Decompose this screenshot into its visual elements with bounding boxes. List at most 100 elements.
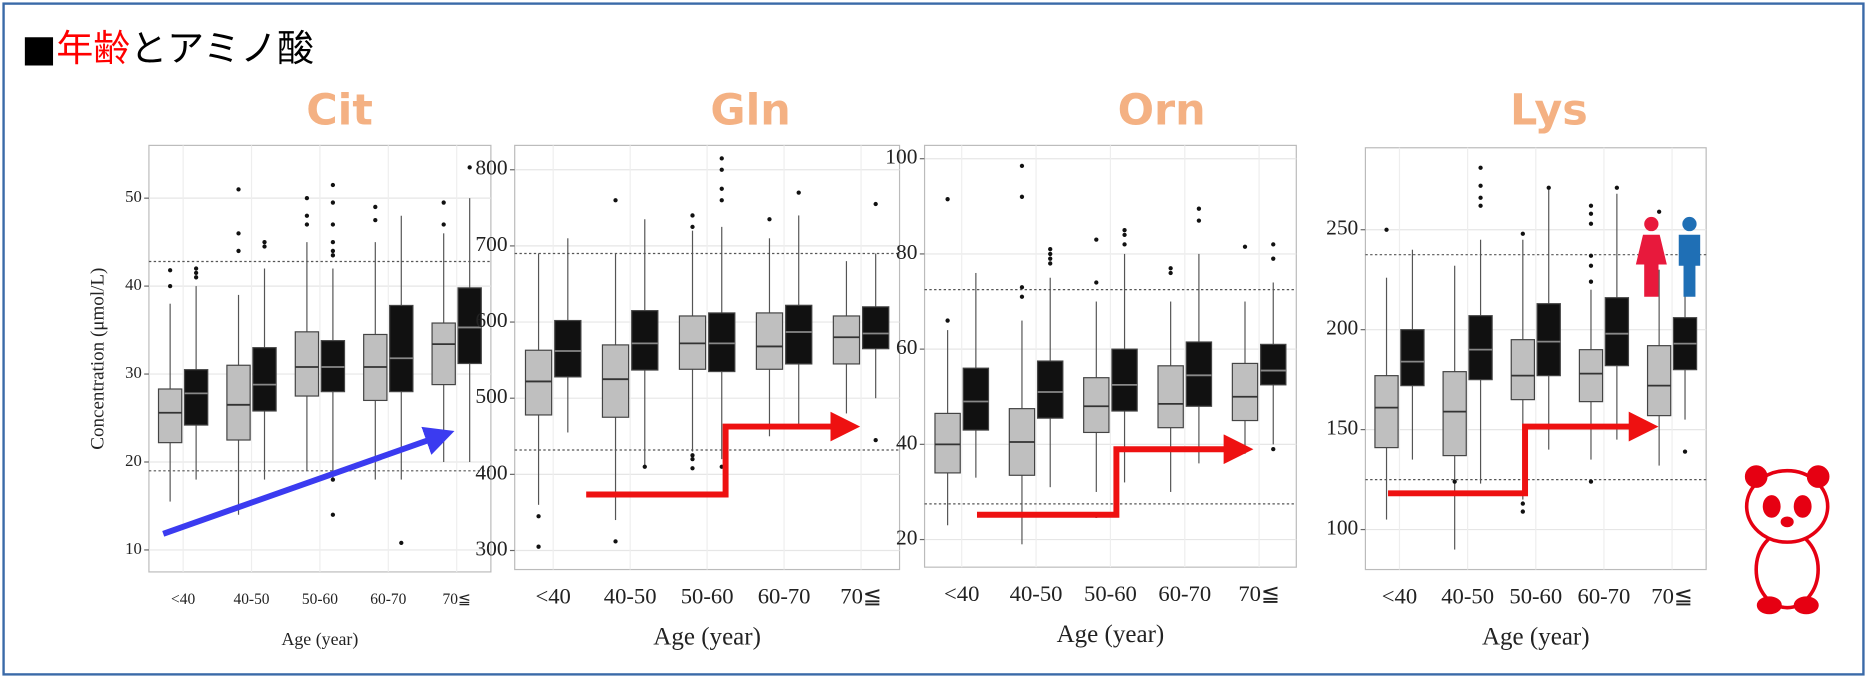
x-axis-label: Age (year) bbox=[1057, 621, 1165, 648]
x-tick-label: 50-60 bbox=[302, 591, 338, 608]
step-arrow bbox=[1388, 411, 1659, 497]
y-tick-label: 50 bbox=[125, 187, 142, 206]
outlier bbox=[1019, 163, 1025, 169]
box bbox=[1646, 345, 1672, 417]
outlier bbox=[1588, 203, 1594, 208]
outlier bbox=[1682, 449, 1688, 454]
outlier bbox=[1656, 209, 1662, 214]
outlier bbox=[1520, 509, 1525, 514]
outlier bbox=[719, 167, 724, 172]
outlier bbox=[1520, 231, 1525, 236]
box bbox=[389, 304, 414, 393]
y-tick-label: 600 bbox=[475, 308, 507, 332]
x-tick-label: <40 bbox=[944, 581, 979, 606]
box bbox=[252, 347, 277, 412]
box bbox=[431, 322, 456, 386]
title-red: 年齢 bbox=[56, 27, 130, 70]
chart-title: Gln bbox=[710, 86, 790, 136]
outlier bbox=[536, 514, 541, 519]
trend-arrow bbox=[162, 426, 455, 537]
outlier bbox=[330, 200, 336, 205]
outlier bbox=[642, 464, 647, 469]
y-tick-label: 200 bbox=[1326, 316, 1358, 340]
outlier bbox=[1478, 203, 1483, 208]
outlier bbox=[690, 453, 695, 458]
slide-title: ■年齢とアミノ酸 bbox=[21, 27, 314, 70]
y-tick-label: 300 bbox=[475, 536, 507, 560]
box bbox=[785, 304, 813, 365]
box bbox=[962, 367, 990, 431]
box bbox=[862, 306, 890, 350]
step-arrow bbox=[976, 434, 1254, 518]
box bbox=[226, 364, 251, 441]
outlier bbox=[536, 544, 541, 549]
outlier bbox=[1271, 256, 1276, 261]
outlier bbox=[873, 437, 878, 443]
y-tick-label: 20 bbox=[125, 451, 142, 470]
box bbox=[934, 412, 961, 474]
box bbox=[1536, 303, 1561, 377]
box bbox=[1468, 315, 1493, 381]
outlier bbox=[193, 270, 199, 276]
y-tick-label: 40 bbox=[896, 430, 917, 454]
outlier bbox=[330, 182, 336, 188]
y-axis-label: Concentration (μmol/L) bbox=[87, 268, 108, 450]
outlier bbox=[373, 204, 378, 210]
outlier bbox=[767, 217, 772, 222]
x-tick-label: 40-50 bbox=[233, 591, 269, 608]
box bbox=[1510, 339, 1536, 401]
female-icon bbox=[1635, 216, 1667, 297]
outlier bbox=[304, 213, 310, 218]
x-tick-label: 40-50 bbox=[1441, 583, 1494, 608]
outlier bbox=[796, 190, 801, 195]
y-tick-label: 10 bbox=[125, 539, 142, 558]
x-tick-label: <40 bbox=[535, 583, 570, 608]
box bbox=[294, 331, 320, 397]
box bbox=[1083, 377, 1110, 434]
x-tick-label: 70≦ bbox=[1651, 583, 1693, 608]
step-arrow bbox=[586, 411, 861, 498]
y-tick-label: 150 bbox=[1326, 416, 1358, 440]
y-tick-label: 60 bbox=[896, 335, 917, 359]
x-tick-label: 50-60 bbox=[1509, 583, 1562, 608]
chart-title: Cit bbox=[306, 86, 373, 136]
outlier bbox=[441, 222, 446, 227]
outlier bbox=[690, 224, 695, 230]
x-axis-label: Age (year) bbox=[281, 629, 358, 650]
outlier bbox=[690, 456, 695, 462]
annotations bbox=[162, 216, 1830, 615]
outlier bbox=[1094, 237, 1099, 242]
y-tick-label: 80 bbox=[896, 240, 917, 264]
outlier bbox=[304, 196, 310, 201]
outlier bbox=[330, 512, 336, 517]
y-tick-label: 100 bbox=[1326, 515, 1358, 539]
x-tick-label: 70≦ bbox=[1238, 581, 1280, 606]
outlier bbox=[1168, 270, 1173, 276]
box bbox=[1157, 365, 1184, 429]
outlier bbox=[945, 197, 950, 202]
x-tick-label: 50-60 bbox=[1084, 581, 1137, 606]
outlier bbox=[1122, 232, 1127, 238]
outlier bbox=[1452, 479, 1457, 484]
outlier bbox=[613, 539, 618, 544]
x-axis-label: Age (year) bbox=[653, 623, 761, 650]
outlier bbox=[1588, 263, 1594, 268]
outlier bbox=[236, 231, 241, 236]
outlier bbox=[330, 253, 336, 258]
outlier bbox=[1478, 183, 1483, 188]
outlier bbox=[1196, 206, 1202, 211]
outlier bbox=[467, 165, 472, 170]
outlier bbox=[330, 222, 336, 227]
outlier bbox=[1048, 261, 1053, 266]
y-tick-label: 40 bbox=[125, 275, 142, 294]
y-tick-label: 100 bbox=[885, 145, 917, 169]
outlier bbox=[719, 186, 724, 191]
outlier bbox=[945, 318, 950, 323]
outlier bbox=[1478, 195, 1483, 200]
x-tick-label: <40 bbox=[1382, 583, 1417, 608]
x-tick-label: 40-50 bbox=[604, 583, 657, 608]
y-tick-label: 30 bbox=[125, 363, 142, 382]
outlier bbox=[330, 477, 336, 482]
y-tick-label: 400 bbox=[475, 460, 507, 484]
